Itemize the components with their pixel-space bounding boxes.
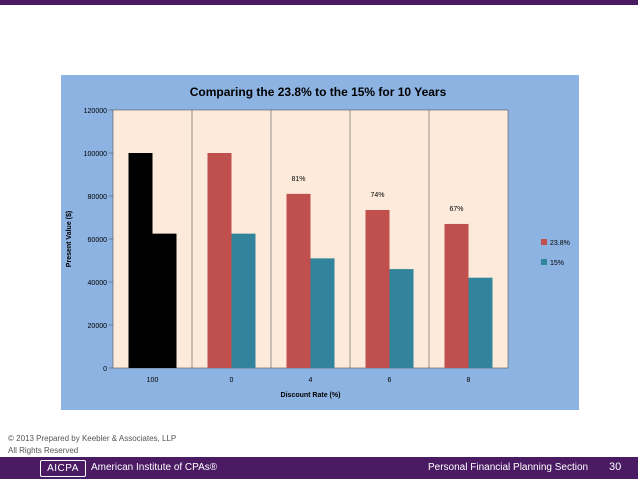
- data-label: 81%: [291, 176, 305, 183]
- legend-swatch: [541, 239, 547, 245]
- top-accent-bar: [0, 0, 638, 5]
- x-tick-label: 6: [388, 377, 392, 384]
- x-tick-label: 100: [147, 377, 159, 384]
- bar-series-1: [286, 193, 311, 368]
- bar-series-2: [389, 269, 414, 368]
- bar-chart: 0 20000 40000 60000 80000 100000 120000 100 0 81%…: [61, 75, 579, 410]
- data-label: 67%: [449, 206, 463, 213]
- rights-text: All Rights Reserved: [8, 446, 79, 455]
- page-number: 30: [609, 461, 622, 473]
- bar-series-1: [128, 153, 153, 368]
- chart-title: Comparing the 23.8% to the 15% for 10 Ye…: [190, 85, 447, 99]
- aicpa-logo: AICPA: [40, 460, 86, 477]
- x-axis-label: Discount Rate (%): [281, 392, 341, 399]
- legend-swatch: [541, 259, 547, 265]
- bar-series-2: [231, 233, 256, 368]
- bar-series-1: [207, 153, 232, 368]
- x-tick-label: 8: [467, 377, 471, 384]
- y-axis-label: Present Value ($): [66, 211, 73, 267]
- y-tick-label: 0: [103, 366, 107, 373]
- bar-series-2: [152, 233, 177, 368]
- chart-container: 0 20000 40000 60000 80000 100000 120000 100 0 81%…: [61, 75, 579, 410]
- x-tick-label: 4: [309, 377, 313, 384]
- y-tick-label: 60000: [88, 237, 108, 244]
- data-label: 74%: [370, 192, 384, 199]
- section-name: Personal Financial Planning Section: [428, 462, 589, 473]
- legend-label: 15%: [550, 260, 564, 267]
- y-tick-label: 20000: [88, 323, 108, 330]
- y-tick-label: 80000: [88, 194, 108, 201]
- x-tick-label: 0: [230, 377, 234, 384]
- bar-series-1: [444, 223, 469, 368]
- bottom-bar: [0, 457, 638, 479]
- copyright-text: © 2013 Prepared by Keebler & Associates,…: [8, 434, 177, 443]
- bar-series-2: [468, 277, 493, 368]
- institute-name: American Institute of CPAs®: [91, 462, 218, 473]
- bar-series-2: [310, 258, 335, 368]
- bar-series-1: [365, 209, 390, 368]
- y-tick-label: 120000: [84, 108, 107, 115]
- legend-label: 23.8%: [550, 240, 570, 247]
- y-tick-label: 100000: [84, 151, 107, 158]
- y-tick-label: 40000: [88, 280, 108, 287]
